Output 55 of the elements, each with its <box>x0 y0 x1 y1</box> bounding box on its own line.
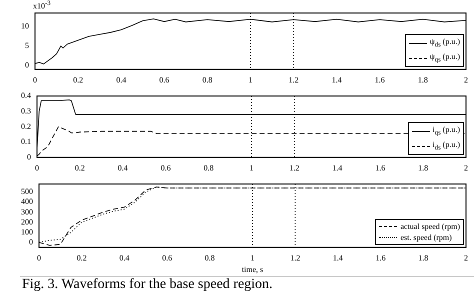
x-tick-label: 0.6 <box>160 163 171 172</box>
x-axis-title: time, s <box>240 265 264 274</box>
x-tick-label: 0.8 <box>204 253 215 262</box>
legend-label: ψ$_{qs}$ (p.u.) <box>430 50 460 66</box>
x-tick-label: 0 <box>35 163 39 172</box>
y-tick-label: 400 <box>21 197 33 206</box>
legend-label: ψ$_{ds}$ (p.u.) <box>430 36 460 51</box>
x-tick-label: 1.2 <box>290 253 300 262</box>
y-tick-label: 0.3 <box>21 106 31 116</box>
text: x10$^{-3}$ <box>33 0 51 12</box>
x-tick-label: 1.6 <box>376 253 386 262</box>
x-tick-label: 1.8 <box>418 163 428 172</box>
y-tick-label: 200 <box>21 217 33 226</box>
y-tick-label: 10 <box>21 22 29 31</box>
legend-label: i$_{qs}$ (p.u.) <box>432 124 460 139</box>
y-tick-label: 0.2 <box>21 122 31 131</box>
x-tick-label: 0.6 <box>162 253 172 262</box>
x-tick-label: 0.2 <box>74 163 85 172</box>
x-tick-label: 1.2 <box>289 163 300 172</box>
x-tick-label: 0 <box>37 253 41 262</box>
x-tick-label: 2 <box>464 163 468 172</box>
x-tick-label: 0.8 <box>202 75 212 84</box>
y-tick-label: 0.4 <box>21 91 31 100</box>
x-tick-label: 2 <box>464 253 468 262</box>
x-tick-label: 1 <box>250 253 254 262</box>
y-tick-label: 0 <box>25 60 29 70</box>
y-tick-label: 500 <box>21 187 33 196</box>
legend-label: actual speed (rpm) <box>400 221 460 232</box>
x-tick-label: 1.4 <box>332 253 343 262</box>
x-tick-label: 1.4 <box>332 163 342 172</box>
x-tick-label: 1.6 <box>375 163 386 172</box>
x-tick-label: 1.8 <box>418 253 428 262</box>
x-tick-label: 0.6 <box>159 75 170 84</box>
x-tick-label: 0.4 <box>116 75 126 84</box>
x-tick-label: 2 <box>464 75 468 84</box>
y-tick-label: 100 <box>21 227 33 236</box>
x-tick-label: 0.4 <box>119 253 130 262</box>
x-tick-label: 1.2 <box>288 75 299 84</box>
x-tick-label: 0.2 <box>76 253 87 262</box>
x-tick-label: 0.2 <box>73 75 84 84</box>
x-tick-label: 1.6 <box>374 75 385 84</box>
legend-label: i$_{ds}$ (p.u.) <box>432 138 460 154</box>
y-tick-label: 300 <box>21 207 33 216</box>
caption: Fig. 3. Waveforms for the base speed region. <box>20 276 474 293</box>
x-tick-label: 0.4 <box>118 163 128 172</box>
x-tick-label: 1 <box>248 75 252 84</box>
y-tick-label: 5 <box>25 41 29 50</box>
x-tick-label: 0.8 <box>204 163 214 172</box>
y-tick-label: 0.1 <box>21 137 31 146</box>
x-tick-label: 1.4 <box>332 75 342 84</box>
y-tick-label: 0 <box>27 152 31 162</box>
y-tick-label: 0 <box>29 237 33 246</box>
x-tick-label: 1.8 <box>418 75 428 84</box>
x-tick-label: 1 <box>250 163 254 172</box>
legend-label: est. speed (rpm) <box>400 232 452 244</box>
